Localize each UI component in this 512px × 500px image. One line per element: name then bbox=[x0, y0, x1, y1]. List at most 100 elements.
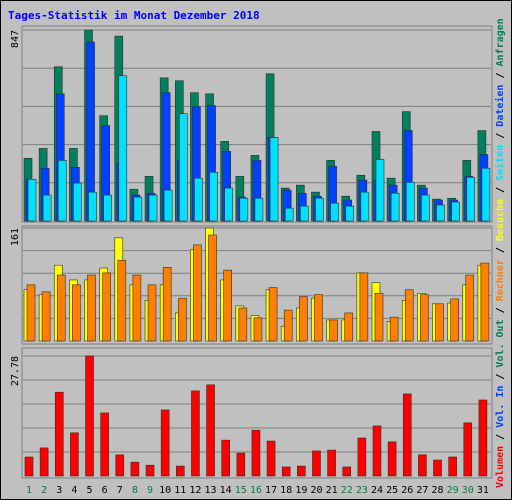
x-tick-label: 2 bbox=[41, 485, 47, 496]
x-tick-label: 1 bbox=[26, 485, 32, 496]
bar bbox=[374, 292, 384, 342]
bar bbox=[312, 450, 321, 477]
bar bbox=[448, 456, 457, 477]
x-tick-label: 5 bbox=[87, 485, 93, 496]
bar bbox=[389, 316, 399, 342]
bar bbox=[433, 459, 442, 477]
bar bbox=[208, 234, 217, 342]
bar bbox=[102, 272, 111, 342]
bar bbox=[372, 425, 382, 477]
bar bbox=[466, 176, 476, 222]
y-tick-label: 847 bbox=[10, 30, 21, 48]
bar bbox=[402, 393, 412, 477]
bar bbox=[162, 267, 172, 342]
bar bbox=[478, 399, 488, 477]
bar bbox=[191, 390, 200, 477]
legend-separator: / bbox=[495, 241, 506, 259]
bar bbox=[133, 196, 143, 222]
bar bbox=[239, 197, 249, 222]
bar bbox=[418, 454, 427, 477]
bar bbox=[357, 437, 367, 477]
x-tick-label: 28 bbox=[431, 485, 443, 496]
bar bbox=[27, 178, 37, 222]
bar bbox=[85, 355, 94, 477]
bar bbox=[115, 454, 125, 477]
bar bbox=[87, 274, 96, 342]
bar bbox=[463, 422, 473, 477]
bar bbox=[266, 440, 276, 477]
bar bbox=[118, 75, 128, 222]
bar bbox=[176, 465, 185, 477]
x-tick-label: 23 bbox=[356, 485, 368, 496]
bar bbox=[70, 432, 79, 477]
bar bbox=[268, 287, 278, 342]
legend-entry: Seiten bbox=[494, 145, 506, 181]
x-tick-label: 12 bbox=[189, 485, 201, 496]
bar bbox=[117, 259, 127, 342]
bar bbox=[297, 465, 306, 477]
bar bbox=[283, 309, 293, 342]
bar bbox=[359, 272, 369, 342]
bar bbox=[360, 191, 370, 222]
bar bbox=[435, 303, 444, 342]
bar bbox=[194, 177, 203, 222]
bar bbox=[41, 291, 51, 342]
bar bbox=[26, 284, 36, 342]
bar bbox=[223, 269, 232, 342]
bar bbox=[421, 194, 430, 222]
bar bbox=[224, 187, 233, 222]
bar bbox=[145, 464, 155, 477]
bar bbox=[330, 202, 339, 222]
bar bbox=[299, 296, 308, 342]
bar bbox=[209, 171, 218, 222]
bar bbox=[39, 447, 49, 477]
legend-separator: / bbox=[495, 428, 506, 446]
bar bbox=[404, 289, 414, 342]
bar bbox=[73, 182, 82, 222]
bar bbox=[160, 409, 170, 477]
x-tick-label: 15 bbox=[235, 485, 247, 496]
chart-title: Tages-Statistik im Monat Dezember 2018 bbox=[8, 9, 260, 22]
bar bbox=[327, 449, 336, 477]
bar bbox=[300, 205, 309, 222]
x-tick-label: 19 bbox=[295, 485, 307, 496]
bar bbox=[24, 456, 34, 477]
bar bbox=[206, 384, 215, 477]
x-tick-label: 14 bbox=[220, 485, 232, 496]
bar bbox=[342, 466, 352, 477]
bar bbox=[436, 204, 445, 222]
bar bbox=[132, 274, 142, 342]
bar bbox=[72, 284, 81, 342]
bar bbox=[390, 192, 400, 222]
legend-separator: / bbox=[495, 301, 506, 319]
legend-entry: Volumen bbox=[495, 446, 506, 488]
bar bbox=[88, 191, 97, 222]
bar bbox=[481, 167, 491, 222]
x-tick-label: 29 bbox=[447, 485, 459, 496]
x-tick-label: 7 bbox=[117, 485, 123, 496]
bar bbox=[221, 439, 230, 477]
legend-separator: / bbox=[495, 181, 506, 199]
bar bbox=[345, 205, 355, 222]
x-tick-label: 30 bbox=[462, 485, 474, 496]
x-tick-label: 20 bbox=[310, 485, 322, 496]
bar bbox=[254, 197, 264, 222]
legend-entry: Vol. In bbox=[495, 386, 506, 428]
legend-entry: Rechner bbox=[495, 259, 506, 301]
bar bbox=[130, 461, 140, 477]
legend-separator: / bbox=[495, 66, 506, 84]
bar bbox=[344, 312, 354, 342]
bar bbox=[251, 429, 261, 477]
bar bbox=[269, 137, 279, 222]
x-tick-label: 8 bbox=[132, 485, 138, 496]
legend: Volumen / Vol. In / Vol. Out / Rechner /… bbox=[494, 18, 506, 488]
bar bbox=[420, 294, 429, 342]
bar bbox=[57, 160, 67, 222]
x-tick-label: 3 bbox=[56, 485, 62, 496]
bar bbox=[450, 298, 459, 342]
bar bbox=[375, 159, 385, 222]
bar bbox=[179, 113, 188, 222]
bar bbox=[329, 319, 338, 342]
x-tick-label: 31 bbox=[477, 485, 489, 496]
